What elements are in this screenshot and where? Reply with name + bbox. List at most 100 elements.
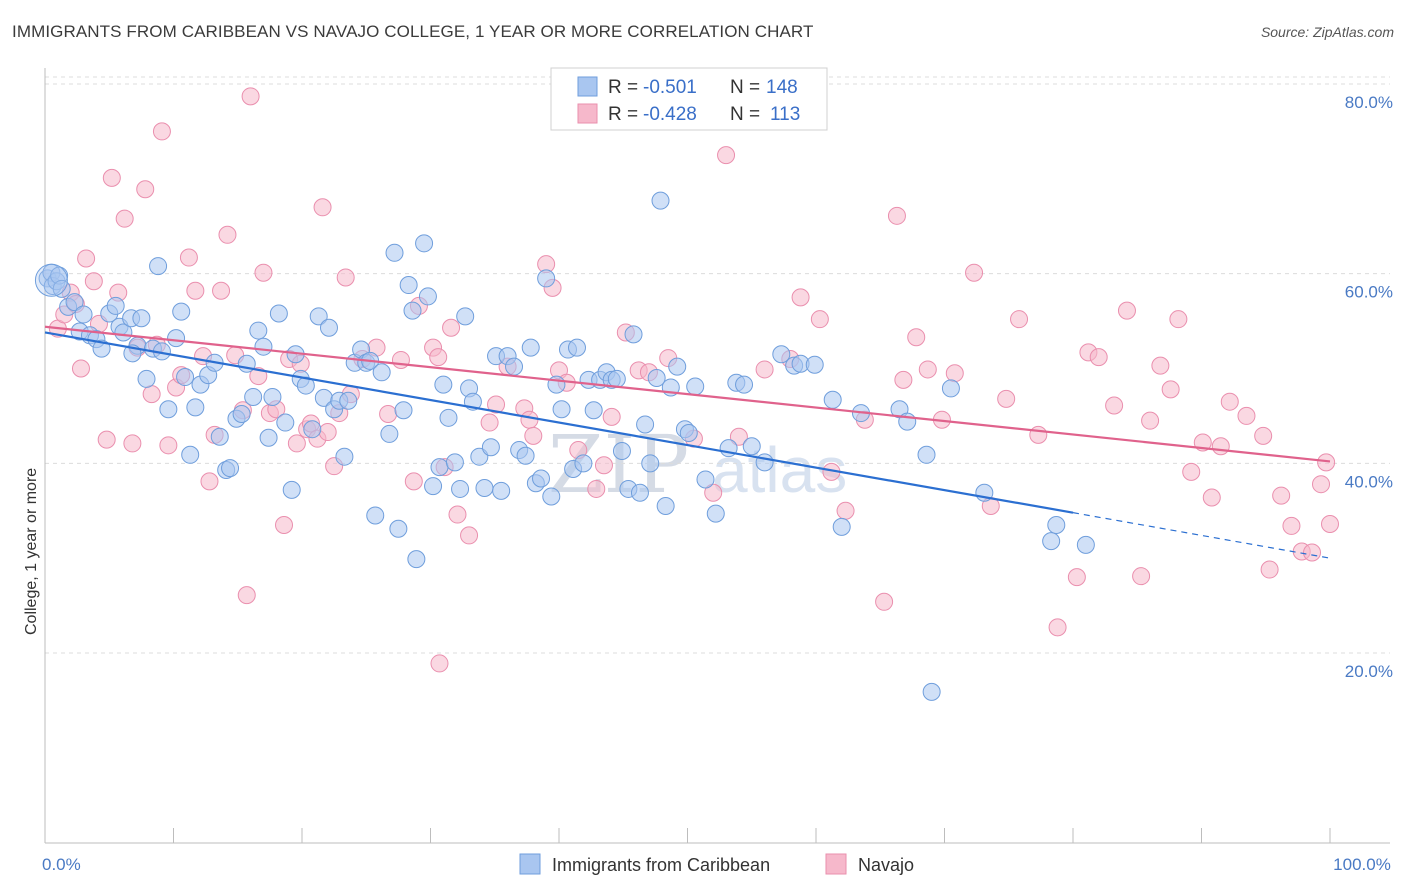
navajo-point-73: [587, 479, 606, 498]
legend-n-label-1: N =: [730, 77, 760, 98]
navajo-point-106: [1089, 348, 1108, 367]
navajo-point-59: [442, 318, 461, 337]
caribbean-point-66: [389, 519, 408, 538]
legend-swatch-caribbean: [577, 76, 598, 97]
caribbean-point-5: [52, 279, 71, 298]
caribbean-point-27: [176, 368, 195, 387]
navajo-point-107: [1105, 396, 1124, 415]
caribbean-point-144: [1076, 535, 1095, 554]
navajo-point-36: [275, 515, 294, 534]
navajo-point-12: [123, 434, 142, 453]
caribbean-point-115: [651, 191, 670, 210]
navajo-point-18: [159, 436, 178, 455]
navajo-point-89: [836, 501, 855, 520]
navajo-point-128: [1321, 515, 1339, 534]
caribbean-point-29: [186, 398, 205, 417]
navajo-point-24: [200, 472, 219, 491]
caribbean-point-120: [679, 423, 698, 442]
legend-n-label-2: N =: [730, 104, 760, 125]
bottom-legend-swatch-navajo: [825, 853, 847, 875]
navajo-point-66: [520, 410, 539, 429]
caribbean-point-95: [542, 487, 561, 506]
navajo-point-75: [602, 407, 621, 426]
caribbean-point-107: [607, 369, 626, 388]
caribbean-point-129: [772, 345, 791, 364]
navajo-point-122: [1272, 486, 1291, 505]
caribbean-point-75: [434, 375, 453, 394]
bottom-legend: Immigrants from Caribbean Navajo: [519, 853, 914, 875]
navajo-point-33: [254, 263, 273, 282]
caribbean-point-70: [407, 550, 426, 569]
caribbean-point-97: [552, 400, 571, 419]
navajo-point-112: [1161, 380, 1180, 399]
caribbean-point-39: [244, 387, 263, 406]
caribbean-point-67: [394, 401, 413, 420]
navajo-point-6: [84, 272, 103, 291]
navajo-point-123: [1282, 516, 1301, 535]
caribbean-point-114: [647, 368, 666, 387]
caribbean-point-69: [403, 301, 422, 320]
caribbean-point-100: [567, 338, 586, 357]
navajo-point-94: [907, 328, 926, 347]
caribbean-point-76: [439, 408, 458, 427]
caribbean-point-71: [415, 234, 434, 253]
navajo-point-47: [336, 268, 355, 287]
navajo-point-87: [810, 310, 829, 329]
navajo-point-14: [136, 180, 155, 199]
y-axis-label: College, 1 year or more: [23, 468, 40, 635]
navajo-point-91: [875, 592, 894, 611]
navajo-point-101: [1010, 310, 1029, 329]
legend-box: R = -0.501 N = 148 R = -0.428 N = 113: [550, 67, 828, 131]
navajo-point-83: [729, 427, 748, 446]
navajo-point-103: [1048, 618, 1067, 637]
navajo-point-81: [704, 483, 723, 502]
caribbean-point-35: [221, 459, 240, 478]
navajo-point-86: [791, 288, 810, 307]
chart-source: Source: ZipAtlas.com: [1260, 24, 1394, 40]
navajo-point-113: [1169, 310, 1188, 329]
navajo-point-97: [945, 364, 964, 383]
caribbean-point-73: [424, 477, 443, 496]
navajo-trend-line: [44, 325, 1331, 463]
caribbean-point-86: [492, 481, 511, 500]
navajo-point-11: [115, 209, 134, 228]
navajo-point-8: [97, 430, 116, 449]
caribbean-point-9: [74, 305, 93, 324]
caribbean-point-44: [269, 304, 288, 323]
caribbean-point-91: [521, 338, 540, 357]
caribbean-point-126: [735, 375, 754, 394]
navajo-point-27: [218, 225, 237, 244]
x-tick-label-0: 0.0%: [42, 855, 81, 874]
y-tick-label-60: 60.0%: [1345, 283, 1393, 302]
navajo-point-57: [430, 654, 449, 673]
navajo-point-125: [1303, 543, 1322, 562]
navajo-point-17: [152, 122, 171, 141]
caribbean-point-16: [114, 323, 133, 342]
navajo-point-26: [212, 281, 231, 300]
navajo-point-114: [1182, 462, 1201, 481]
caribbean-point-cluster: [34, 263, 68, 297]
caribbean-point-24: [159, 400, 178, 419]
caribbean-point-110: [624, 325, 643, 344]
caribbean-point-37: [232, 405, 251, 424]
caribbean-point-19: [132, 309, 151, 328]
navajo-point-100: [997, 389, 1016, 408]
navajo-point-104: [1067, 568, 1086, 587]
navajo-point-121: [1260, 560, 1279, 579]
caribbean-point-25: [167, 329, 186, 348]
navajo-point-32: [249, 367, 268, 386]
caribbean-point-22: [149, 257, 168, 276]
caribbean-point-51: [309, 307, 328, 326]
y-tick-label-40: 40.0%: [1345, 472, 1393, 491]
navajo-point-111: [1151, 356, 1170, 375]
navajo-point-31: [241, 87, 260, 106]
bottom-legend-caribbean: Immigrants from Caribbean: [552, 855, 770, 875]
navajo-point-108: [1117, 301, 1136, 320]
caribbean-point-132: [805, 355, 824, 374]
caribbean-point-94: [537, 269, 556, 288]
caribbean-point-72: [418, 287, 437, 306]
legend-r-value-2: -0.428: [643, 104, 697, 125]
navajo-point-44: [318, 423, 337, 442]
navajo-point-110: [1141, 411, 1160, 430]
x-tick-label-100: 100.0%: [1333, 855, 1391, 874]
